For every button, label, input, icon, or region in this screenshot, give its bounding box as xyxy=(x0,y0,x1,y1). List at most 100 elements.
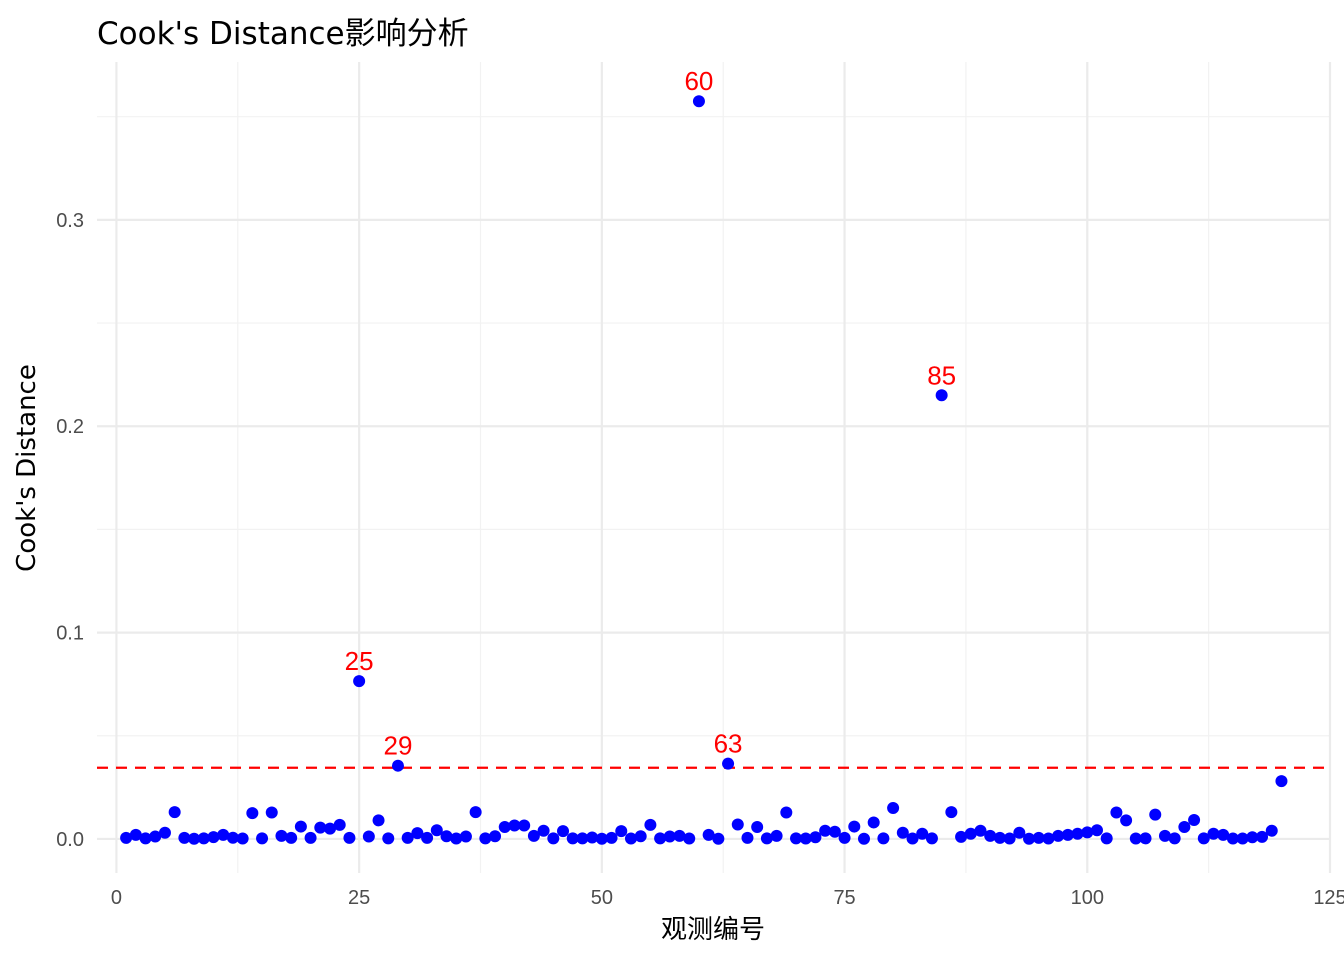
data-point xyxy=(246,807,259,820)
data-point xyxy=(265,806,278,819)
point-annotations: 25 29 60 63 85 xyxy=(345,66,956,760)
point-label: 63 xyxy=(714,729,743,759)
data-point xyxy=(498,820,511,833)
x-tick-label: 125 xyxy=(1313,887,1344,909)
data-point xyxy=(819,824,832,837)
point-label: 85 xyxy=(927,360,956,390)
data-point xyxy=(411,827,424,840)
data-point xyxy=(799,832,812,845)
data-point xyxy=(935,389,948,402)
data-point xyxy=(828,825,841,838)
data-point xyxy=(867,816,880,829)
data-point xyxy=(586,831,599,844)
x-tick-label: 75 xyxy=(833,887,855,909)
point-label: 29 xyxy=(384,731,413,761)
data-point xyxy=(673,829,686,842)
data-point xyxy=(780,806,793,819)
x-axis-title: 观测编号 xyxy=(661,915,765,945)
data-point xyxy=(1178,820,1191,833)
y-axis-tick-labels: 0.0 0.1 0.2 0.3 xyxy=(56,210,84,851)
data-point xyxy=(1217,828,1230,841)
data-point xyxy=(421,831,434,844)
data-point xyxy=(1110,806,1123,819)
data-point xyxy=(809,831,822,844)
data-point xyxy=(1023,832,1036,845)
data-point xyxy=(877,832,890,845)
data-point xyxy=(1003,832,1016,845)
data-point xyxy=(1032,831,1045,844)
x-tick-label: 50 xyxy=(591,887,613,909)
data-point xyxy=(692,95,705,108)
data-point xyxy=(440,830,453,843)
data-point xyxy=(1013,826,1026,839)
data-point xyxy=(1188,813,1201,826)
data-point xyxy=(1265,824,1278,837)
data-point xyxy=(168,806,181,819)
data-point xyxy=(129,828,142,841)
data-point xyxy=(1149,808,1162,821)
point-label: 25 xyxy=(345,646,374,676)
data-point xyxy=(382,832,395,845)
data-point xyxy=(1052,829,1065,842)
data-point xyxy=(459,830,472,843)
data-point xyxy=(1139,832,1152,845)
data-point xyxy=(149,830,162,843)
data-point xyxy=(333,818,346,831)
data-point xyxy=(275,829,288,842)
data-point xyxy=(566,832,579,845)
data-point xyxy=(984,829,997,842)
data-point xyxy=(314,821,327,834)
data-point xyxy=(770,829,783,842)
data-point xyxy=(537,824,550,837)
data-point xyxy=(731,818,744,831)
data-point xyxy=(712,832,725,845)
y-tick-label: 0.3 xyxy=(56,210,84,232)
data-point xyxy=(557,825,570,838)
major-gridlines xyxy=(97,62,1332,873)
data-point xyxy=(236,832,249,845)
data-point xyxy=(1042,832,1055,845)
data-point xyxy=(634,830,647,843)
data-point xyxy=(993,831,1006,844)
data-point xyxy=(576,832,589,845)
data-point xyxy=(1256,830,1269,843)
data-point xyxy=(683,832,696,845)
x-tick-label: 0 xyxy=(111,887,122,909)
data-point xyxy=(353,675,366,688)
data-point xyxy=(644,818,657,831)
data-point xyxy=(964,827,977,840)
data-point xyxy=(605,831,618,844)
data-point xyxy=(508,819,521,832)
data-point xyxy=(1168,832,1181,845)
data-point xyxy=(226,831,239,844)
data-point xyxy=(857,832,870,845)
data-point xyxy=(741,831,754,844)
data-point xyxy=(479,832,492,845)
data-point xyxy=(925,832,938,845)
data-point xyxy=(217,828,230,841)
minor-gridlines xyxy=(97,62,1330,873)
data-point xyxy=(518,819,531,832)
data-point xyxy=(489,830,502,843)
data-point xyxy=(1197,832,1210,845)
data-point xyxy=(324,822,337,835)
data-point xyxy=(896,826,909,839)
data-point xyxy=(256,832,269,845)
data-point xyxy=(1275,775,1288,788)
data-point xyxy=(1246,831,1259,844)
data-point xyxy=(906,832,919,845)
data-point xyxy=(1061,828,1074,841)
data-point xyxy=(469,806,482,819)
data-point xyxy=(654,832,667,845)
data-point xyxy=(760,832,773,845)
data-point xyxy=(663,830,676,843)
data-point xyxy=(1236,832,1249,845)
data-point xyxy=(1100,832,1113,845)
data-point xyxy=(430,824,443,837)
data-point xyxy=(702,828,715,841)
data-point xyxy=(1120,814,1133,827)
data-point xyxy=(401,831,414,844)
data-point xyxy=(955,830,968,843)
data-point xyxy=(304,831,317,844)
